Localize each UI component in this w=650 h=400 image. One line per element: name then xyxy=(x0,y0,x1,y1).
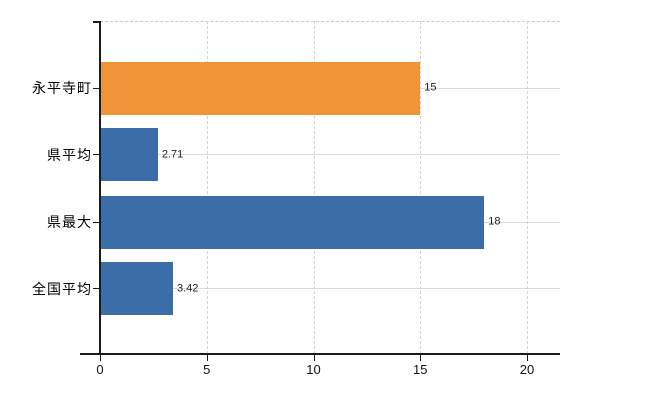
category-label: 全国平均 xyxy=(32,280,92,297)
y-axis-tick xyxy=(93,87,100,89)
x-axis-tick-label: 0 xyxy=(96,362,104,377)
x-axis-tick-label: 15 xyxy=(413,362,428,377)
y-axis-top-tick xyxy=(93,21,100,23)
category-label: 県最大 xyxy=(47,214,92,230)
y-axis-line xyxy=(99,21,101,354)
y-axis-tick xyxy=(93,154,100,155)
category-label: 永平寺町 xyxy=(32,80,92,96)
bar-3 xyxy=(100,262,174,315)
v-gridline xyxy=(527,21,528,354)
bar-value-label: 15 xyxy=(424,81,437,94)
h-gridline xyxy=(100,154,560,155)
bar-0 xyxy=(100,61,421,115)
v-gridline xyxy=(206,21,208,354)
x-axis-tick xyxy=(313,355,315,361)
x-axis-tick-label: 5 xyxy=(203,362,211,377)
v-gridline xyxy=(313,21,315,354)
x-axis-line xyxy=(80,353,560,355)
category-label: 県平均 xyxy=(47,146,92,163)
x-axis-tick-label: 10 xyxy=(306,362,321,377)
bar-value-label: 2.71 xyxy=(161,148,184,160)
x-axis-tick xyxy=(206,355,208,361)
bar-1 xyxy=(100,128,158,181)
x-axis-tick xyxy=(527,355,528,361)
x-axis-tick xyxy=(420,355,422,361)
plot-top-border xyxy=(100,21,560,22)
y-axis-tick xyxy=(93,221,100,223)
x-axis-tick-label: 20 xyxy=(519,362,535,377)
bar-value-label: 18 xyxy=(488,215,501,228)
h-gridline xyxy=(100,288,560,289)
bar-2 xyxy=(100,195,485,249)
y-axis-tick xyxy=(93,288,100,289)
v-gridline xyxy=(420,21,422,354)
x-axis-tick xyxy=(100,355,101,361)
bar-value-label: 3.42 xyxy=(177,282,199,294)
